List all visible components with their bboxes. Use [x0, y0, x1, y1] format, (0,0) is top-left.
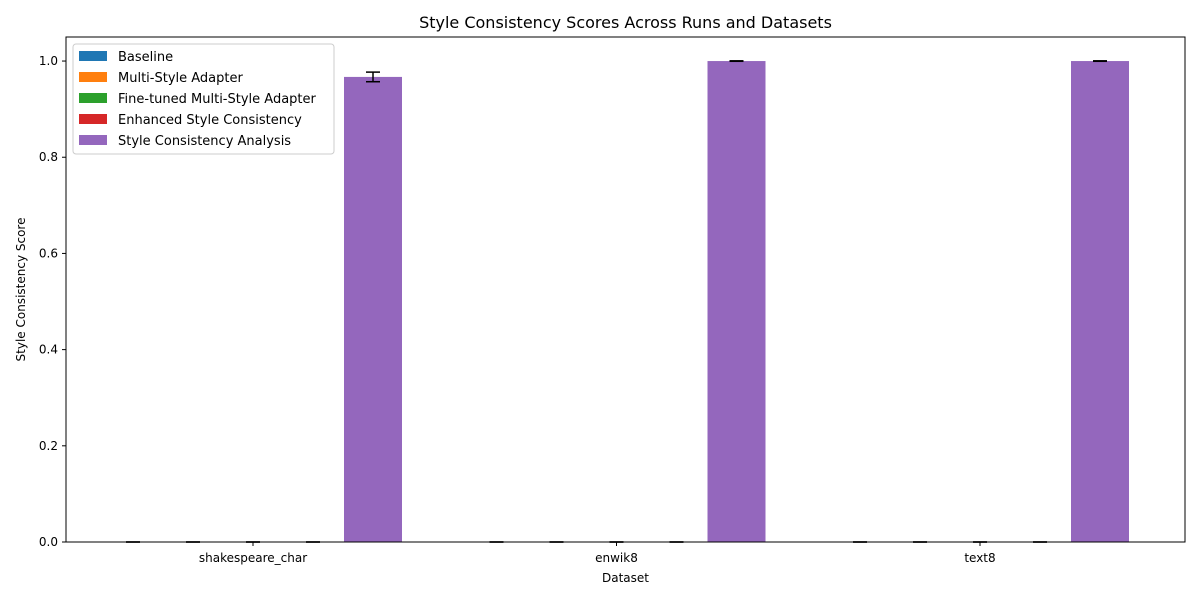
y-axis-label: Style Consistency Score: [14, 218, 28, 362]
legend-swatch: [79, 135, 107, 145]
legend-entry: Style Consistency Analysis: [118, 134, 291, 149]
x-axis: shakespeare_char enwik8 text8: [199, 542, 996, 565]
legend-swatch: [79, 93, 107, 103]
bar-5-enwik8: [708, 61, 766, 542]
y-tick-label: 1.0: [39, 54, 58, 68]
x-axis-label: Dataset: [602, 571, 649, 585]
bar-5-shakespeare_char: [344, 77, 402, 542]
bar-5-text8: [1071, 61, 1129, 542]
legend-entry: Enhanced Style Consistency: [118, 113, 302, 128]
legend-entry: Fine-tuned Multi-Style Adapter: [118, 92, 317, 107]
legend-swatch: [79, 114, 107, 124]
y-axis: 0.0 0.2 0.4 0.6 0.8 1.0: [39, 54, 66, 549]
y-tick-label: 0.2: [39, 439, 58, 453]
legend-swatch: [79, 72, 107, 82]
bar-group: [344, 61, 1129, 542]
legend-entry: Multi-Style Adapter: [118, 71, 243, 86]
legend-swatch: [79, 51, 107, 61]
y-tick-label: 0.0: [39, 535, 58, 549]
legend-entry: Baseline: [118, 50, 173, 65]
chart-title: Style Consistency Scores Across Runs and…: [419, 13, 832, 32]
y-tick-label: 0.8: [39, 150, 58, 164]
x-tick-label: shakespeare_char: [199, 551, 307, 565]
legend: Baseline Multi-Style Adapter Fine-tuned Mu…: [73, 44, 334, 154]
y-tick-label: 0.6: [39, 246, 58, 260]
x-tick-label: enwik8: [595, 551, 638, 565]
y-tick-label: 0.4: [39, 343, 58, 357]
x-tick-label: text8: [964, 551, 995, 565]
